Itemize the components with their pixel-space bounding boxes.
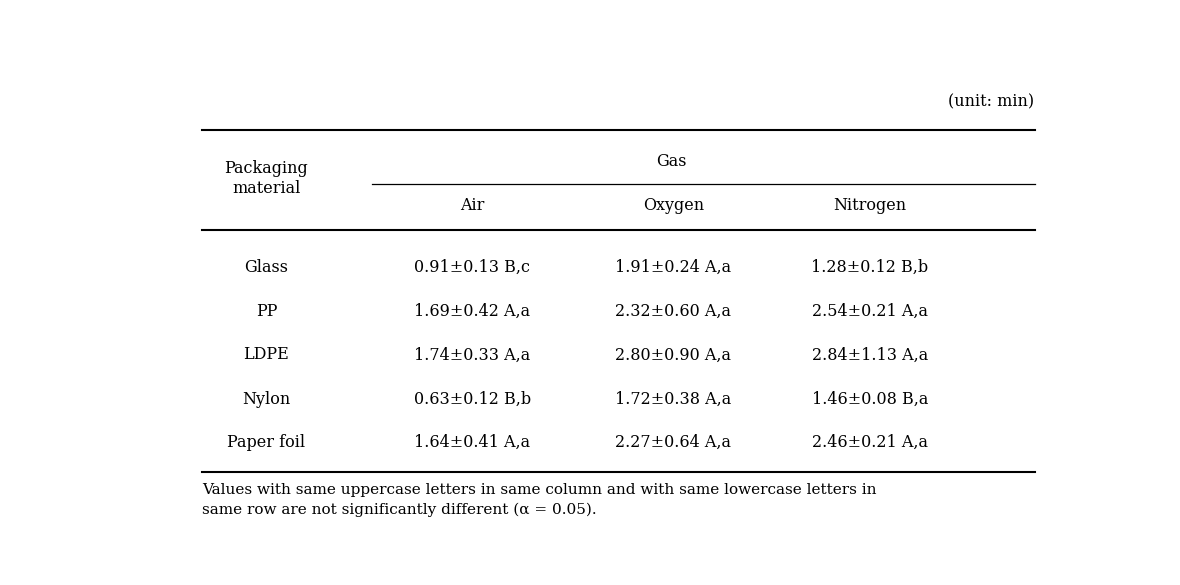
Text: 0.63±0.12 B,b: 0.63±0.12 B,b [413, 391, 531, 408]
Text: 1.91±0.24 A,a: 1.91±0.24 A,a [615, 259, 732, 276]
Text: Oxygen: Oxygen [643, 197, 704, 214]
Text: Nylon: Nylon [242, 391, 290, 408]
Text: Nitrogen: Nitrogen [833, 197, 906, 214]
Text: 2.84±1.13 A,a: 2.84±1.13 A,a [812, 346, 929, 363]
Text: 2.80±0.90 A,a: 2.80±0.90 A,a [615, 346, 732, 363]
Text: Gas: Gas [656, 153, 687, 170]
Text: same row are not significantly different (α = 0.05).: same row are not significantly different… [203, 502, 597, 517]
Text: 1.64±0.41 A,a: 1.64±0.41 A,a [414, 434, 530, 451]
Text: 1.28±0.12 B,b: 1.28±0.12 B,b [812, 259, 929, 276]
Text: 2.32±0.60 A,a: 2.32±0.60 A,a [615, 302, 732, 319]
Text: PP: PP [256, 302, 277, 319]
Text: 2.27±0.64 A,a: 2.27±0.64 A,a [615, 434, 732, 451]
Text: 1.74±0.33 A,a: 1.74±0.33 A,a [414, 346, 530, 363]
Text: Air: Air [460, 197, 484, 214]
Text: 2.54±0.21 A,a: 2.54±0.21 A,a [812, 302, 927, 319]
Text: 1.69±0.42 A,a: 1.69±0.42 A,a [414, 302, 530, 319]
Text: Values with same uppercase letters in same column and with same lowercase letter: Values with same uppercase letters in sa… [203, 483, 877, 497]
Text: 2.46±0.21 A,a: 2.46±0.21 A,a [812, 434, 927, 451]
Text: Packaging
material: Packaging material [224, 160, 308, 197]
Text: (unit: min): (unit: min) [949, 93, 1035, 110]
Text: LDPE: LDPE [243, 346, 289, 363]
Text: Paper foil: Paper foil [228, 434, 306, 451]
Text: 1.46±0.08 B,a: 1.46±0.08 B,a [812, 391, 929, 408]
Text: 0.91±0.13 B,c: 0.91±0.13 B,c [414, 259, 530, 276]
Text: Glass: Glass [244, 259, 288, 276]
Text: 1.72±0.38 A,a: 1.72±0.38 A,a [615, 391, 732, 408]
